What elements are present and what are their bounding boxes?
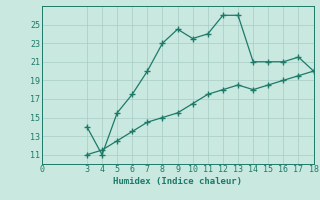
X-axis label: Humidex (Indice chaleur): Humidex (Indice chaleur)	[113, 177, 242, 186]
